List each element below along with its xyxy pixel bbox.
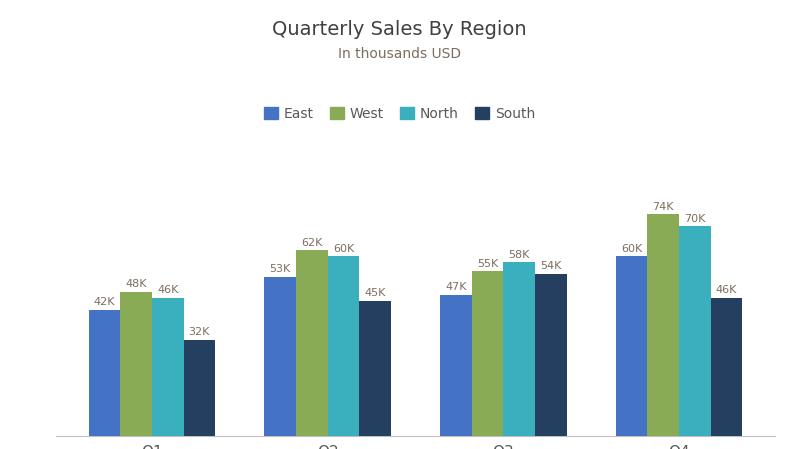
Text: 46K: 46K [157,286,178,295]
Text: 46K: 46K [716,286,737,295]
Bar [360,301,391,436]
Bar [647,214,679,436]
Bar [89,310,120,436]
Bar [471,271,503,436]
Text: 58K: 58K [508,250,530,260]
Bar [328,256,360,436]
Text: In thousands USD: In thousands USD [338,47,461,61]
Bar [264,277,296,436]
Bar [296,250,328,436]
Text: 32K: 32K [189,327,210,337]
Text: 74K: 74K [653,202,674,211]
Text: 62K: 62K [301,238,323,247]
Text: 45K: 45K [364,288,386,299]
Text: 42K: 42K [93,297,115,308]
Bar [679,226,711,436]
Legend: East, West, North, South: East, West, North, South [258,101,541,126]
Bar [152,298,184,436]
Text: 48K: 48K [125,279,147,290]
Bar [184,340,215,436]
Bar [120,292,152,436]
Bar [440,295,471,436]
Text: 70K: 70K [684,214,706,224]
Bar [535,274,566,436]
Bar [711,298,742,436]
Text: 55K: 55K [477,259,498,269]
Bar [503,262,535,436]
Text: Quarterly Sales By Region: Quarterly Sales By Region [272,20,527,39]
Bar [616,256,647,436]
Text: 54K: 54K [540,261,562,272]
Text: 60K: 60K [333,243,354,254]
Text: 60K: 60K [621,243,642,254]
Text: 53K: 53K [269,264,291,274]
Text: 47K: 47K [445,282,467,292]
